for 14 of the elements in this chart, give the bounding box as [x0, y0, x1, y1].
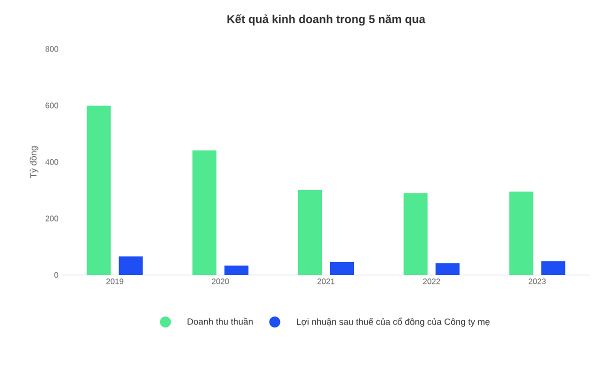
y-axis-title: Tỷ đồng: [30, 146, 38, 178]
bar: [224, 266, 248, 275]
bar: [192, 150, 216, 275]
bar: [86, 106, 111, 275]
legend-label: Doanh thu thuần: [188, 318, 253, 325]
bar: [330, 262, 354, 275]
chart-title: Kết quả kinh doanh trong 5 năm qua: [227, 14, 426, 26]
bar: [404, 193, 428, 275]
bar: [298, 190, 322, 275]
bar: [436, 263, 460, 275]
bar: [118, 256, 143, 275]
bar: [509, 192, 534, 275]
legend-label: Lợi nhuận sau thuế của cổ đông của Công ty mẹ: [296, 318, 490, 327]
bar: [541, 261, 566, 275]
